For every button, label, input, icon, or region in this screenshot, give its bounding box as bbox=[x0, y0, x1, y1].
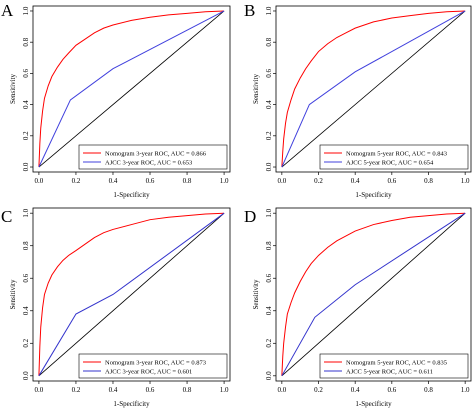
x-tick-label: 1.0 bbox=[461, 386, 470, 394]
y-tick-label: 0.4 bbox=[22, 306, 30, 315]
x-tick-label: 0.4 bbox=[351, 177, 360, 185]
x-tick-label: 0.6 bbox=[146, 177, 155, 185]
reference-diagonal-line bbox=[281, 10, 466, 168]
series-line-nomogram bbox=[38, 10, 225, 168]
x-axis-title: 1-Specificity bbox=[355, 400, 392, 408]
y-tick-label: 1.0 bbox=[265, 6, 273, 15]
legend: Nomogram 3-year ROC, AUC = 0.866 AJCC 3-y… bbox=[78, 144, 228, 170]
x-tick-label: 0.6 bbox=[146, 386, 155, 394]
x-tick-label: 0.2 bbox=[314, 386, 323, 394]
y-tick-label: 0.6 bbox=[22, 273, 30, 282]
y-tick-label: 0.6 bbox=[265, 69, 273, 78]
x-tick-label: 0.6 bbox=[387, 177, 396, 185]
series-line-ajcc bbox=[38, 10, 225, 168]
legend-label-ajcc: AJCC 5-year ROC, AUC = 0.654 bbox=[346, 159, 434, 166]
x-tick-label: 0.0 bbox=[277, 386, 286, 394]
y-tick-label: 0.8 bbox=[22, 37, 30, 46]
reference-diagonal-line bbox=[281, 212, 466, 377]
panel-letter: D bbox=[244, 207, 256, 226]
legend-label-ajcc: AJCC 3-year ROC, AUC = 0.653 bbox=[105, 159, 192, 166]
legend-box bbox=[319, 144, 469, 170]
x-axis-title: 1-Specificity bbox=[355, 191, 392, 199]
panel-letter: B bbox=[244, 1, 255, 20]
x-tick-label: 0.2 bbox=[72, 386, 81, 394]
reference-diagonal-line bbox=[38, 212, 225, 377]
y-tick-label: 1.0 bbox=[22, 6, 30, 15]
y-tick-label: 0.4 bbox=[265, 306, 273, 315]
y-tick-label: 0.2 bbox=[265, 131, 273, 140]
y-tick-label: 0.8 bbox=[265, 241, 273, 250]
legend-label-ajcc: AJCC 3-year ROC, AUC = 0.601 bbox=[105, 368, 192, 375]
legend-box bbox=[319, 353, 469, 379]
x-tick-label: 0.0 bbox=[35, 386, 44, 394]
series-line-ajcc bbox=[281, 212, 466, 377]
series-line-nomogram bbox=[281, 212, 466, 376]
y-tick-label: 0.4 bbox=[265, 100, 273, 109]
y-tick-label: 0.4 bbox=[22, 100, 30, 109]
series-line-nomogram bbox=[38, 212, 225, 376]
x-tick-label: 0.8 bbox=[183, 386, 192, 394]
chart-panel-c: C 0.0 0.2 0.4 0.6 0.8 1.0 0.0 0.2 0.4 0.6 0.8 1.0 1-S… bbox=[1, 207, 231, 408]
legend-label-nomogram: Nomogram 3-year ROC, AUC = 0.866 bbox=[105, 150, 207, 157]
legend: Nomogram 5-year ROC, AUC = 0.843 AJCC 5-y… bbox=[319, 144, 469, 170]
x-tick-label: 0.2 bbox=[72, 177, 81, 185]
y-tick-label: 1.0 bbox=[265, 208, 273, 217]
x-tick-label: 0.4 bbox=[109, 386, 118, 394]
y-tick-label: 0.0 bbox=[265, 162, 273, 171]
panel-letter: C bbox=[1, 207, 12, 226]
y-axis-title: Sensitivity bbox=[9, 279, 17, 309]
x-tick-label: 1.0 bbox=[461, 177, 470, 185]
y-axis-title: Sensitivity bbox=[252, 74, 260, 104]
y-tick-label: 0.8 bbox=[265, 37, 273, 46]
y-tick-label: 0.2 bbox=[22, 131, 30, 140]
legend-label-ajcc: AJCC 5-year ROC, AUC = 0.611 bbox=[346, 368, 433, 375]
reference-diagonal-line bbox=[38, 10, 225, 168]
chart-panel-a: A 0.0 0.2 0.4 0.6 0.8 1.0 0.0 0.2 0.4 0.6 0.8 1.0 1-S… bbox=[1, 1, 231, 199]
x-tick-label: 0.8 bbox=[424, 386, 433, 394]
plot-frame bbox=[32, 5, 231, 173]
y-tick-label: 0.0 bbox=[265, 371, 273, 380]
chart-panel-d: D 0.0 0.2 0.4 0.6 0.8 1.0 0.0 0.2 0.4 0.6 0.8 1.0 1-S… bbox=[244, 207, 472, 408]
y-axis-title: Sensitivity bbox=[252, 279, 260, 309]
legend: Nomogram 5-year ROC, AUC = 0.835 AJCC 5-y… bbox=[319, 353, 469, 379]
x-axis-title: 1-Specificity bbox=[113, 400, 150, 408]
y-axis-title: Sensitivity bbox=[9, 74, 17, 104]
legend-box bbox=[78, 353, 228, 379]
x-tick-label: 0.4 bbox=[109, 177, 118, 185]
x-tick-label: 0.0 bbox=[277, 177, 286, 185]
x-tick-label: 1.0 bbox=[220, 386, 229, 394]
y-tick-label: 0.0 bbox=[22, 371, 30, 380]
y-tick-label: 0.0 bbox=[22, 162, 30, 171]
x-tick-label: 0.8 bbox=[424, 177, 433, 185]
x-tick-label: 0.6 bbox=[387, 386, 396, 394]
y-tick-label: 0.2 bbox=[265, 338, 273, 347]
legend-label-nomogram: Nomogram 3-year ROC, AUC = 0.873 bbox=[105, 359, 206, 366]
legend-label-nomogram: Nomogram 5-year ROC, AUC = 0.835 bbox=[346, 359, 447, 366]
y-tick-label: 0.2 bbox=[22, 338, 30, 347]
legend-label-nomogram: Nomogram 5-year ROC, AUC = 0.843 bbox=[346, 150, 447, 157]
panel-letter: A bbox=[1, 1, 14, 20]
x-tick-label: 0.0 bbox=[35, 177, 44, 185]
plot-frame bbox=[275, 207, 472, 382]
plot-frame bbox=[275, 5, 472, 173]
y-tick-label: 0.8 bbox=[22, 241, 30, 250]
legend: Nomogram 3-year ROC, AUC = 0.873 AJCC 3-y… bbox=[78, 353, 228, 379]
y-tick-label: 1.0 bbox=[22, 208, 30, 217]
legend-box bbox=[78, 144, 228, 170]
y-tick-label: 0.6 bbox=[265, 273, 273, 282]
y-tick-label: 0.6 bbox=[22, 69, 30, 78]
x-tick-label: 0.4 bbox=[351, 386, 360, 394]
series-line-nomogram bbox=[281, 10, 466, 168]
series-line-ajcc bbox=[281, 10, 466, 168]
chart-panel-b: B 0.0 0.2 0.4 0.6 0.8 1.0 0.0 0.2 0.4 0.6 0.8 1.0 1-S… bbox=[244, 1, 472, 199]
x-tick-label: 0.2 bbox=[314, 177, 323, 185]
x-tick-label: 0.8 bbox=[183, 177, 192, 185]
series-line-ajcc bbox=[38, 212, 225, 377]
x-tick-label: 1.0 bbox=[220, 177, 229, 185]
plot-frame bbox=[32, 207, 231, 382]
x-axis-title: 1-Specificity bbox=[113, 191, 150, 199]
